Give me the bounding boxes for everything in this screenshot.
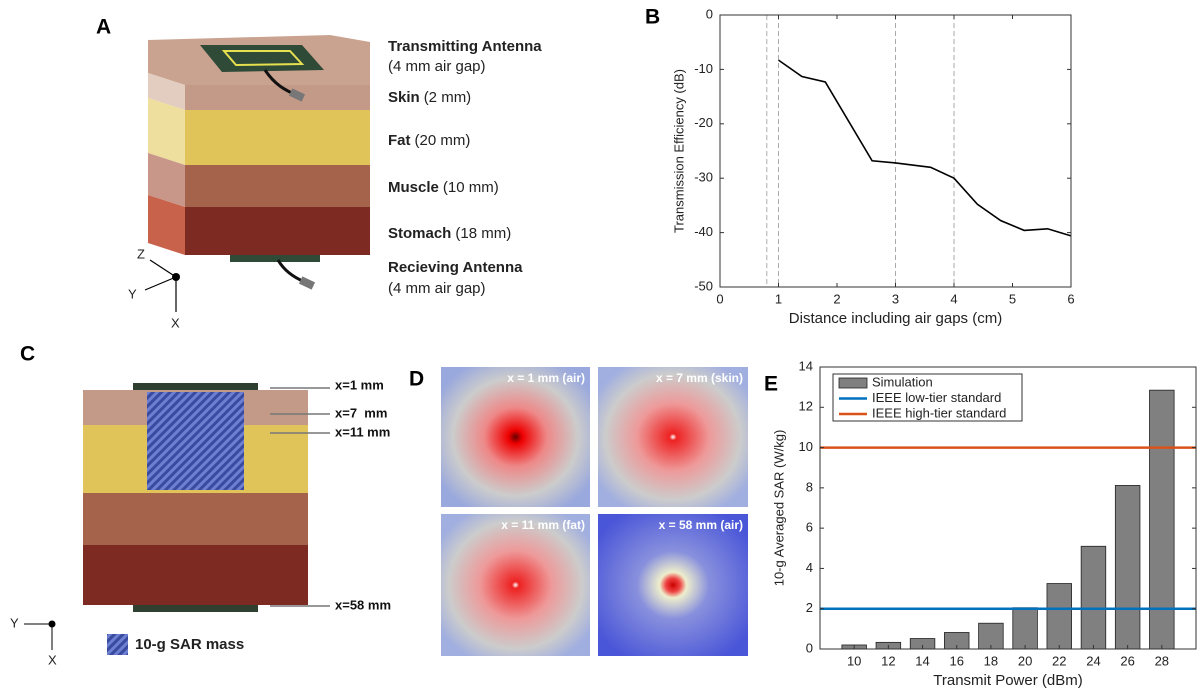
tx-antenna bbox=[133, 383, 258, 390]
axis-origin bbox=[49, 621, 56, 628]
layer-detail: (4 mm air gap) bbox=[388, 58, 486, 75]
legend-swatch bbox=[107, 634, 128, 655]
y-axis-label: 10-g Averaged SAR (W/kg) bbox=[771, 430, 786, 587]
figure: A Transmitting Antenna (4 mm air gap) Sk… bbox=[0, 0, 1203, 689]
layer-label: Stomach(18 mm) bbox=[388, 225, 511, 242]
y-tick-label: 8 bbox=[806, 479, 813, 494]
x-tick-label: 22 bbox=[1052, 653, 1066, 668]
y-tick-label: 12 bbox=[799, 399, 813, 414]
stomach-layer bbox=[83, 545, 308, 605]
y-tick-label: 10 bbox=[799, 439, 813, 454]
y-tick-label: 2 bbox=[806, 600, 813, 615]
axis-origin bbox=[172, 273, 180, 281]
panel-letter: B bbox=[645, 6, 660, 29]
x-tick-label: 1 bbox=[775, 291, 782, 306]
stomach-layer bbox=[185, 207, 370, 255]
x-tick-label: 5 bbox=[1009, 291, 1016, 306]
plane-label: x=58 mm bbox=[335, 597, 391, 612]
muscle-layer bbox=[185, 165, 370, 207]
sar-map bbox=[598, 367, 748, 507]
panel-letter: A bbox=[96, 16, 111, 39]
map-title: x = 58 mm (air) bbox=[659, 518, 743, 532]
layer-label: Fat(20 mm) bbox=[388, 132, 470, 149]
x-axis-label: Transmit Power (dBm) bbox=[933, 672, 1082, 689]
layer-detail: (4 mm air gap) bbox=[388, 280, 486, 297]
legend-label: IEEE low-tier standard bbox=[872, 390, 1001, 405]
rx-antenna bbox=[230, 255, 320, 262]
y-tick-label: 6 bbox=[806, 520, 813, 535]
panel-letter: C bbox=[20, 343, 35, 366]
layer-label: Skin(2 mm) bbox=[388, 89, 471, 106]
sar-mass bbox=[147, 392, 244, 490]
sar-map bbox=[441, 367, 590, 507]
map-title: x = 11 mm (fat) bbox=[501, 518, 585, 532]
bar bbox=[1081, 546, 1106, 649]
x-tick-label: 4 bbox=[950, 291, 957, 306]
bar bbox=[1115, 485, 1140, 649]
panel-letter: E bbox=[764, 373, 778, 396]
x-tick-label: 12 bbox=[881, 653, 895, 668]
y-tick-label: 0 bbox=[806, 640, 813, 655]
legend-label: Simulation bbox=[872, 374, 933, 389]
panel-c: C x=1 mm x=7 mm x=11 mm x=58 mm 10-g SAR… bbox=[10, 343, 391, 668]
plane-label: x=1 mm bbox=[335, 377, 384, 392]
sar-map bbox=[598, 514, 748, 656]
layer-label: Recieving Antenna bbox=[388, 259, 523, 276]
y-tick-label: -40 bbox=[694, 224, 713, 239]
axis-name: Y bbox=[128, 286, 137, 301]
plane-label: x=7 mm bbox=[335, 405, 387, 420]
x-tick-label: 14 bbox=[915, 653, 929, 668]
connector bbox=[299, 276, 315, 289]
y-axis-label: Transmission Efficiency (dB) bbox=[671, 69, 686, 233]
map-title: x = 7 mm (skin) bbox=[656, 371, 743, 385]
axis-name: Y bbox=[10, 615, 19, 630]
layer-label: Transmitting Antenna bbox=[388, 38, 542, 55]
x-tick-label: 26 bbox=[1120, 653, 1134, 668]
bar bbox=[1047, 584, 1072, 649]
x-tick-label: 2 bbox=[833, 291, 840, 306]
plane-label: x=11 mm bbox=[335, 424, 390, 439]
x-tick-label: 24 bbox=[1086, 653, 1100, 668]
y-tick-label: 4 bbox=[806, 560, 813, 575]
layer-label: Muscle(10 mm) bbox=[388, 179, 499, 196]
x-tick-label: 18 bbox=[984, 653, 998, 668]
x-tick-label: 3 bbox=[892, 291, 899, 306]
skin-layer bbox=[185, 85, 370, 110]
y-tick-label: 14 bbox=[799, 358, 813, 373]
rx-antenna bbox=[133, 605, 258, 612]
legend-swatch bbox=[839, 378, 867, 388]
y-tick-label: 0 bbox=[706, 6, 713, 21]
legend-label: IEEE high-tier standard bbox=[872, 405, 1006, 420]
map-title: x = 1 mm (air) bbox=[507, 371, 585, 385]
axis-name: X bbox=[48, 652, 57, 667]
bar bbox=[1150, 390, 1175, 649]
x-axis-label: Distance including air gaps (cm) bbox=[789, 310, 1002, 327]
panel-a: A Transmitting Antenna (4 mm air gap) Sk… bbox=[96, 16, 542, 331]
axis-triad bbox=[145, 260, 176, 312]
muscle-layer bbox=[83, 493, 308, 545]
x-tick-label: 10 bbox=[847, 653, 861, 668]
sar-map bbox=[441, 514, 590, 656]
legend-label: 10-g SAR mass bbox=[135, 636, 244, 653]
y-tick-label: -50 bbox=[694, 278, 713, 293]
bar bbox=[1013, 608, 1038, 649]
x-tick-label: 16 bbox=[949, 653, 963, 668]
axis-name: X bbox=[171, 315, 180, 330]
panel-letter: D bbox=[409, 368, 424, 391]
y-tick-label: -10 bbox=[694, 61, 713, 76]
x-tick-label: 20 bbox=[1018, 653, 1032, 668]
x-tick-label: 6 bbox=[1067, 291, 1074, 306]
x-tick-label: 28 bbox=[1155, 653, 1169, 668]
panel-d: D x = 1 mm (air) x = 7 mm (skin) x = 11 … bbox=[409, 367, 748, 656]
axis-name: Z bbox=[137, 246, 145, 261]
fat-layer bbox=[185, 110, 370, 165]
y-tick-label: -20 bbox=[694, 115, 713, 130]
y-tick-label: -30 bbox=[694, 170, 713, 185]
cable bbox=[278, 260, 305, 282]
x-tick-label: 0 bbox=[716, 291, 723, 306]
